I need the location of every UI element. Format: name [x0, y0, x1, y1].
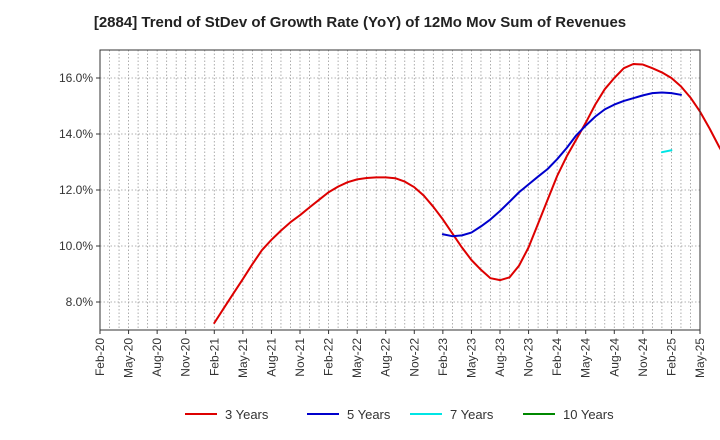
- x-tick-label: Feb-25: [664, 338, 678, 376]
- x-tick-label: Nov-21: [293, 338, 307, 377]
- y-tick-label: 8.0%: [66, 295, 94, 309]
- x-tick-label: Aug-20: [150, 338, 164, 377]
- x-tick-label: Nov-23: [522, 338, 536, 377]
- x-tick-label: Nov-24: [636, 338, 650, 377]
- x-tick-label: Aug-22: [379, 338, 393, 377]
- y-tick-label: 14.0%: [59, 127, 93, 141]
- y-axis: 8.0% 10.0% 12.0% 14.0% 16.0%: [59, 71, 100, 309]
- grid-layer: [100, 50, 700, 330]
- x-tick-label: Feb-22: [322, 338, 336, 376]
- x-tick-label: Aug-24: [607, 338, 621, 377]
- x-tick-label: May-22: [350, 338, 364, 378]
- x-tick-label: Aug-21: [264, 338, 278, 377]
- x-tick-label: Nov-22: [407, 338, 421, 377]
- x-axis: Feb-20 May-20 Aug-20 Nov-20 Feb-21 May-21 Aug-…: [93, 330, 707, 378]
- series-layer: [213, 63, 720, 324]
- chart-title: [2884] Trend of StDev of Growth Rate (Yo…: [93, 14, 627, 31]
- x-tick-label: Feb-23: [436, 338, 450, 376]
- x-tick-label: May-24: [579, 338, 593, 378]
- series-line-7-years: [660, 149, 673, 154]
- y-tick-label: 16.0%: [59, 71, 93, 85]
- x-tick-label: May-23: [464, 338, 478, 378]
- legend-label: 5 Years: [347, 407, 391, 422]
- y-tick-label: 10.0%: [59, 239, 93, 253]
- legend-label: 10 Years: [563, 407, 614, 422]
- y-tick-label: 12.0%: [59, 183, 93, 197]
- x-tick-label: May-21: [236, 338, 250, 378]
- legend: 3 Years 5 Years 7 Years 10 Years: [185, 407, 614, 422]
- series-line-5-years: [441, 91, 682, 238]
- x-tick-label: May-25: [693, 338, 707, 378]
- x-tick-label: Feb-24: [550, 338, 564, 376]
- plot-frame: [99, 49, 701, 331]
- x-tick-label: Aug-23: [493, 338, 507, 377]
- x-tick-label: Feb-21: [207, 338, 221, 376]
- legend-label: 7 Years: [450, 407, 494, 422]
- series-line-3-years: [213, 63, 720, 324]
- x-tick-label: Nov-20: [179, 338, 193, 377]
- x-tick-label: Feb-20: [93, 338, 107, 376]
- x-tick-label: May-20: [122, 338, 136, 378]
- legend-label: 3 Years: [225, 407, 269, 422]
